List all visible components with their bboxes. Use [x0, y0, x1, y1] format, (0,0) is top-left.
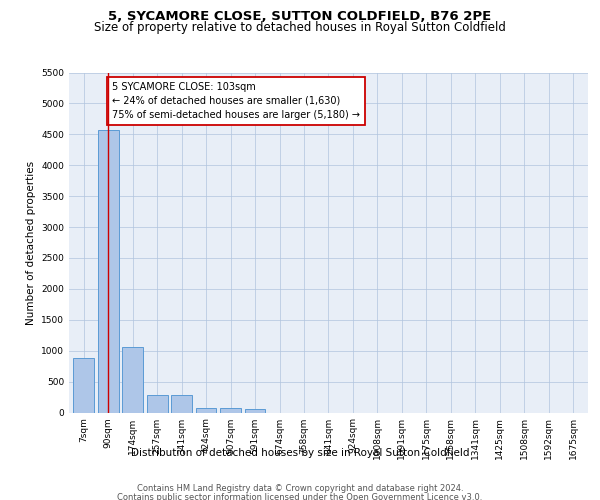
Bar — [73, 358, 94, 412]
Text: Size of property relative to detached houses in Royal Sutton Coldfield: Size of property relative to detached ho… — [94, 21, 506, 34]
Bar — [220, 408, 241, 412]
Bar — [98, 130, 119, 412]
Text: 5, SYCAMORE CLOSE, SUTTON COLDFIELD, B76 2PE: 5, SYCAMORE CLOSE, SUTTON COLDFIELD, B76… — [109, 10, 491, 23]
Bar — [122, 347, 143, 412]
Bar — [147, 394, 167, 412]
Text: 5 SYCAMORE CLOSE: 103sqm
← 24% of detached houses are smaller (1,630)
75% of sem: 5 SYCAMORE CLOSE: 103sqm ← 24% of detach… — [112, 82, 360, 120]
Bar — [196, 408, 217, 412]
Bar — [245, 410, 265, 412]
Text: Contains HM Land Registry data © Crown copyright and database right 2024.: Contains HM Land Registry data © Crown c… — [137, 484, 463, 493]
Y-axis label: Number of detached properties: Number of detached properties — [26, 160, 35, 324]
Bar — [171, 395, 192, 412]
Text: Contains public sector information licensed under the Open Government Licence v3: Contains public sector information licen… — [118, 493, 482, 500]
Text: Distribution of detached houses by size in Royal Sutton Coldfield: Distribution of detached houses by size … — [131, 448, 469, 458]
